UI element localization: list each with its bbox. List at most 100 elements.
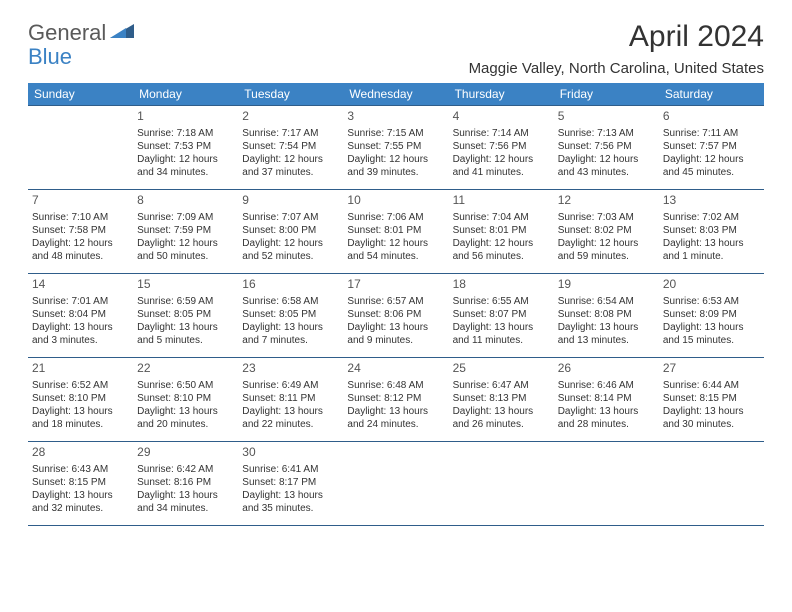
- day-number: 25: [453, 361, 550, 377]
- day-number: 26: [558, 361, 655, 377]
- sunset-text: Sunset: 8:10 PM: [137, 392, 234, 405]
- sunrise-text: Sunrise: 6:42 AM: [137, 463, 234, 476]
- daylight-text: Daylight: 12 hours and 50 minutes.: [137, 237, 234, 263]
- location: Maggie Valley, North Carolina, United St…: [28, 60, 764, 77]
- day-number: 1: [137, 109, 234, 125]
- day-number: 8: [137, 193, 234, 209]
- sunrise-text: Sunrise: 7:13 AM: [558, 127, 655, 140]
- sunset-text: Sunset: 8:12 PM: [347, 392, 444, 405]
- sunrise-text: Sunrise: 6:44 AM: [663, 379, 760, 392]
- day-header: Friday: [554, 83, 659, 106]
- calendar-cell: 15Sunrise: 6:59 AMSunset: 8:05 PMDayligh…: [133, 274, 238, 358]
- calendar-cell: [554, 442, 659, 526]
- sunrise-text: Sunrise: 6:50 AM: [137, 379, 234, 392]
- calendar-cell: 21Sunrise: 6:52 AMSunset: 8:10 PMDayligh…: [28, 358, 133, 442]
- daylight-text: Daylight: 12 hours and 56 minutes.: [453, 237, 550, 263]
- sunrise-text: Sunrise: 6:58 AM: [242, 295, 339, 308]
- calendar-cell: 29Sunrise: 6:42 AMSunset: 8:16 PMDayligh…: [133, 442, 238, 526]
- calendar-cell: 20Sunrise: 6:53 AMSunset: 8:09 PMDayligh…: [659, 274, 764, 358]
- calendar-cell: 27Sunrise: 6:44 AMSunset: 8:15 PMDayligh…: [659, 358, 764, 442]
- sunset-text: Sunset: 8:10 PM: [32, 392, 129, 405]
- daylight-text: Daylight: 13 hours and 11 minutes.: [453, 321, 550, 347]
- sunset-text: Sunset: 8:11 PM: [242, 392, 339, 405]
- day-header: Thursday: [449, 83, 554, 106]
- logo-text-blue: Blue: [28, 44, 72, 69]
- daylight-text: Daylight: 13 hours and 5 minutes.: [137, 321, 234, 347]
- sunrise-text: Sunrise: 7:02 AM: [663, 211, 760, 224]
- daylight-text: Daylight: 12 hours and 41 minutes.: [453, 153, 550, 179]
- daylight-text: Daylight: 12 hours and 48 minutes.: [32, 237, 129, 263]
- calendar-cell: 1Sunrise: 7:18 AMSunset: 7:53 PMDaylight…: [133, 106, 238, 190]
- sunrise-text: Sunrise: 7:18 AM: [137, 127, 234, 140]
- day-number: 23: [242, 361, 339, 377]
- calendar-cell: 11Sunrise: 7:04 AMSunset: 8:01 PMDayligh…: [449, 190, 554, 274]
- daylight-text: Daylight: 13 hours and 28 minutes.: [558, 405, 655, 431]
- sunset-text: Sunset: 8:06 PM: [347, 308, 444, 321]
- calendar-cell: 23Sunrise: 6:49 AMSunset: 8:11 PMDayligh…: [238, 358, 343, 442]
- day-number: 21: [32, 361, 129, 377]
- logo: General: [28, 20, 138, 46]
- calendar-row: 28Sunrise: 6:43 AMSunset: 8:15 PMDayligh…: [28, 442, 764, 526]
- sunset-text: Sunset: 8:07 PM: [453, 308, 550, 321]
- calendar-cell: 24Sunrise: 6:48 AMSunset: 8:12 PMDayligh…: [343, 358, 448, 442]
- calendar-cell: 25Sunrise: 6:47 AMSunset: 8:13 PMDayligh…: [449, 358, 554, 442]
- calendar-cell: [449, 442, 554, 526]
- sunset-text: Sunset: 8:09 PM: [663, 308, 760, 321]
- calendar-cell: 8Sunrise: 7:09 AMSunset: 7:59 PMDaylight…: [133, 190, 238, 274]
- day-number: 5: [558, 109, 655, 125]
- calendar-cell: 12Sunrise: 7:03 AMSunset: 8:02 PMDayligh…: [554, 190, 659, 274]
- daylight-text: Daylight: 12 hours and 43 minutes.: [558, 153, 655, 179]
- logo-blue-row: Blue: [28, 44, 72, 70]
- sunrise-text: Sunrise: 6:46 AM: [558, 379, 655, 392]
- sunrise-text: Sunrise: 7:11 AM: [663, 127, 760, 140]
- sunset-text: Sunset: 7:53 PM: [137, 140, 234, 153]
- sunset-text: Sunset: 8:08 PM: [558, 308, 655, 321]
- calendar-row: 14Sunrise: 7:01 AMSunset: 8:04 PMDayligh…: [28, 274, 764, 358]
- day-number: 6: [663, 109, 760, 125]
- day-number: 20: [663, 277, 760, 293]
- calendar-cell: 16Sunrise: 6:58 AMSunset: 8:05 PMDayligh…: [238, 274, 343, 358]
- day-number: 22: [137, 361, 234, 377]
- sunset-text: Sunset: 8:05 PM: [137, 308, 234, 321]
- daylight-text: Daylight: 13 hours and 20 minutes.: [137, 405, 234, 431]
- sunset-text: Sunset: 8:17 PM: [242, 476, 339, 489]
- day-number: 10: [347, 193, 444, 209]
- sunrise-text: Sunrise: 7:07 AM: [242, 211, 339, 224]
- day-number: 27: [663, 361, 760, 377]
- daylight-text: Daylight: 13 hours and 34 minutes.: [137, 489, 234, 515]
- calendar-cell: 14Sunrise: 7:01 AMSunset: 8:04 PMDayligh…: [28, 274, 133, 358]
- day-number: 3: [347, 109, 444, 125]
- calendar-body: 1 Sunrise: 7:18 AMSunset: 7:53 PM Daylight…: [28, 106, 764, 526]
- day-number: 18: [453, 277, 550, 293]
- day-number: 2: [242, 109, 339, 125]
- day-header: Monday: [133, 83, 238, 106]
- daylight-text: Daylight: 13 hours and 35 minutes.: [242, 489, 339, 515]
- calendar-cell: 26 Sunrise: 6:46 AMSunset: 8:14 PMDayligh…: [554, 358, 659, 442]
- sunset-text: Sunset: 7:59 PM: [137, 224, 234, 237]
- sunrise-text: Sunrise: 6:52 AM: [32, 379, 129, 392]
- sunrise-text: Sunrise: 7:01 AM: [32, 295, 129, 308]
- daylight-text: Daylight: 13 hours and 15 minutes.: [663, 321, 760, 347]
- day-number: 14: [32, 277, 129, 293]
- sunset-text: Sunset: 7:56 PM: [453, 140, 550, 153]
- sunset-text: Sunset: 8:13 PM: [453, 392, 550, 405]
- day-number: 15: [137, 277, 234, 293]
- sunset-text: Sunset: 8:00 PM: [242, 224, 339, 237]
- calendar-cell: [28, 106, 133, 190]
- sunset-text: Sunset: 7:57 PM: [663, 140, 760, 153]
- calendar-row: 7Sunrise: 7:10 AMSunset: 7:58 PMDaylight…: [28, 190, 764, 274]
- calendar-head: SundayMondayTuesdayWednesdayThursdayFrid…: [28, 83, 764, 106]
- calendar-cell: 19Sunrise: 6:54 AMSunset: 8:08 PMDayligh…: [554, 274, 659, 358]
- day-number: 30: [242, 445, 339, 461]
- sunset-text: Sunset: 7:55 PM: [347, 140, 444, 153]
- calendar-cell: 13Sunrise: 7:02 AMSunset: 8:03 PMDayligh…: [659, 190, 764, 274]
- sunset-text: Sunset: 8:01 PM: [347, 224, 444, 237]
- sunset-text: Sunset: 8:14 PM: [558, 392, 655, 405]
- day-header-row: SundayMondayTuesdayWednesdayThursdayFrid…: [28, 83, 764, 106]
- day-number: 24: [347, 361, 444, 377]
- sunrise-text: Sunrise: 6:43 AM: [32, 463, 129, 476]
- daylight-text: Daylight: 13 hours and 7 minutes.: [242, 321, 339, 347]
- header: General April 2024: [28, 20, 764, 54]
- sunset-text: Sunset: 8:03 PM: [663, 224, 760, 237]
- calendar-cell: [343, 442, 448, 526]
